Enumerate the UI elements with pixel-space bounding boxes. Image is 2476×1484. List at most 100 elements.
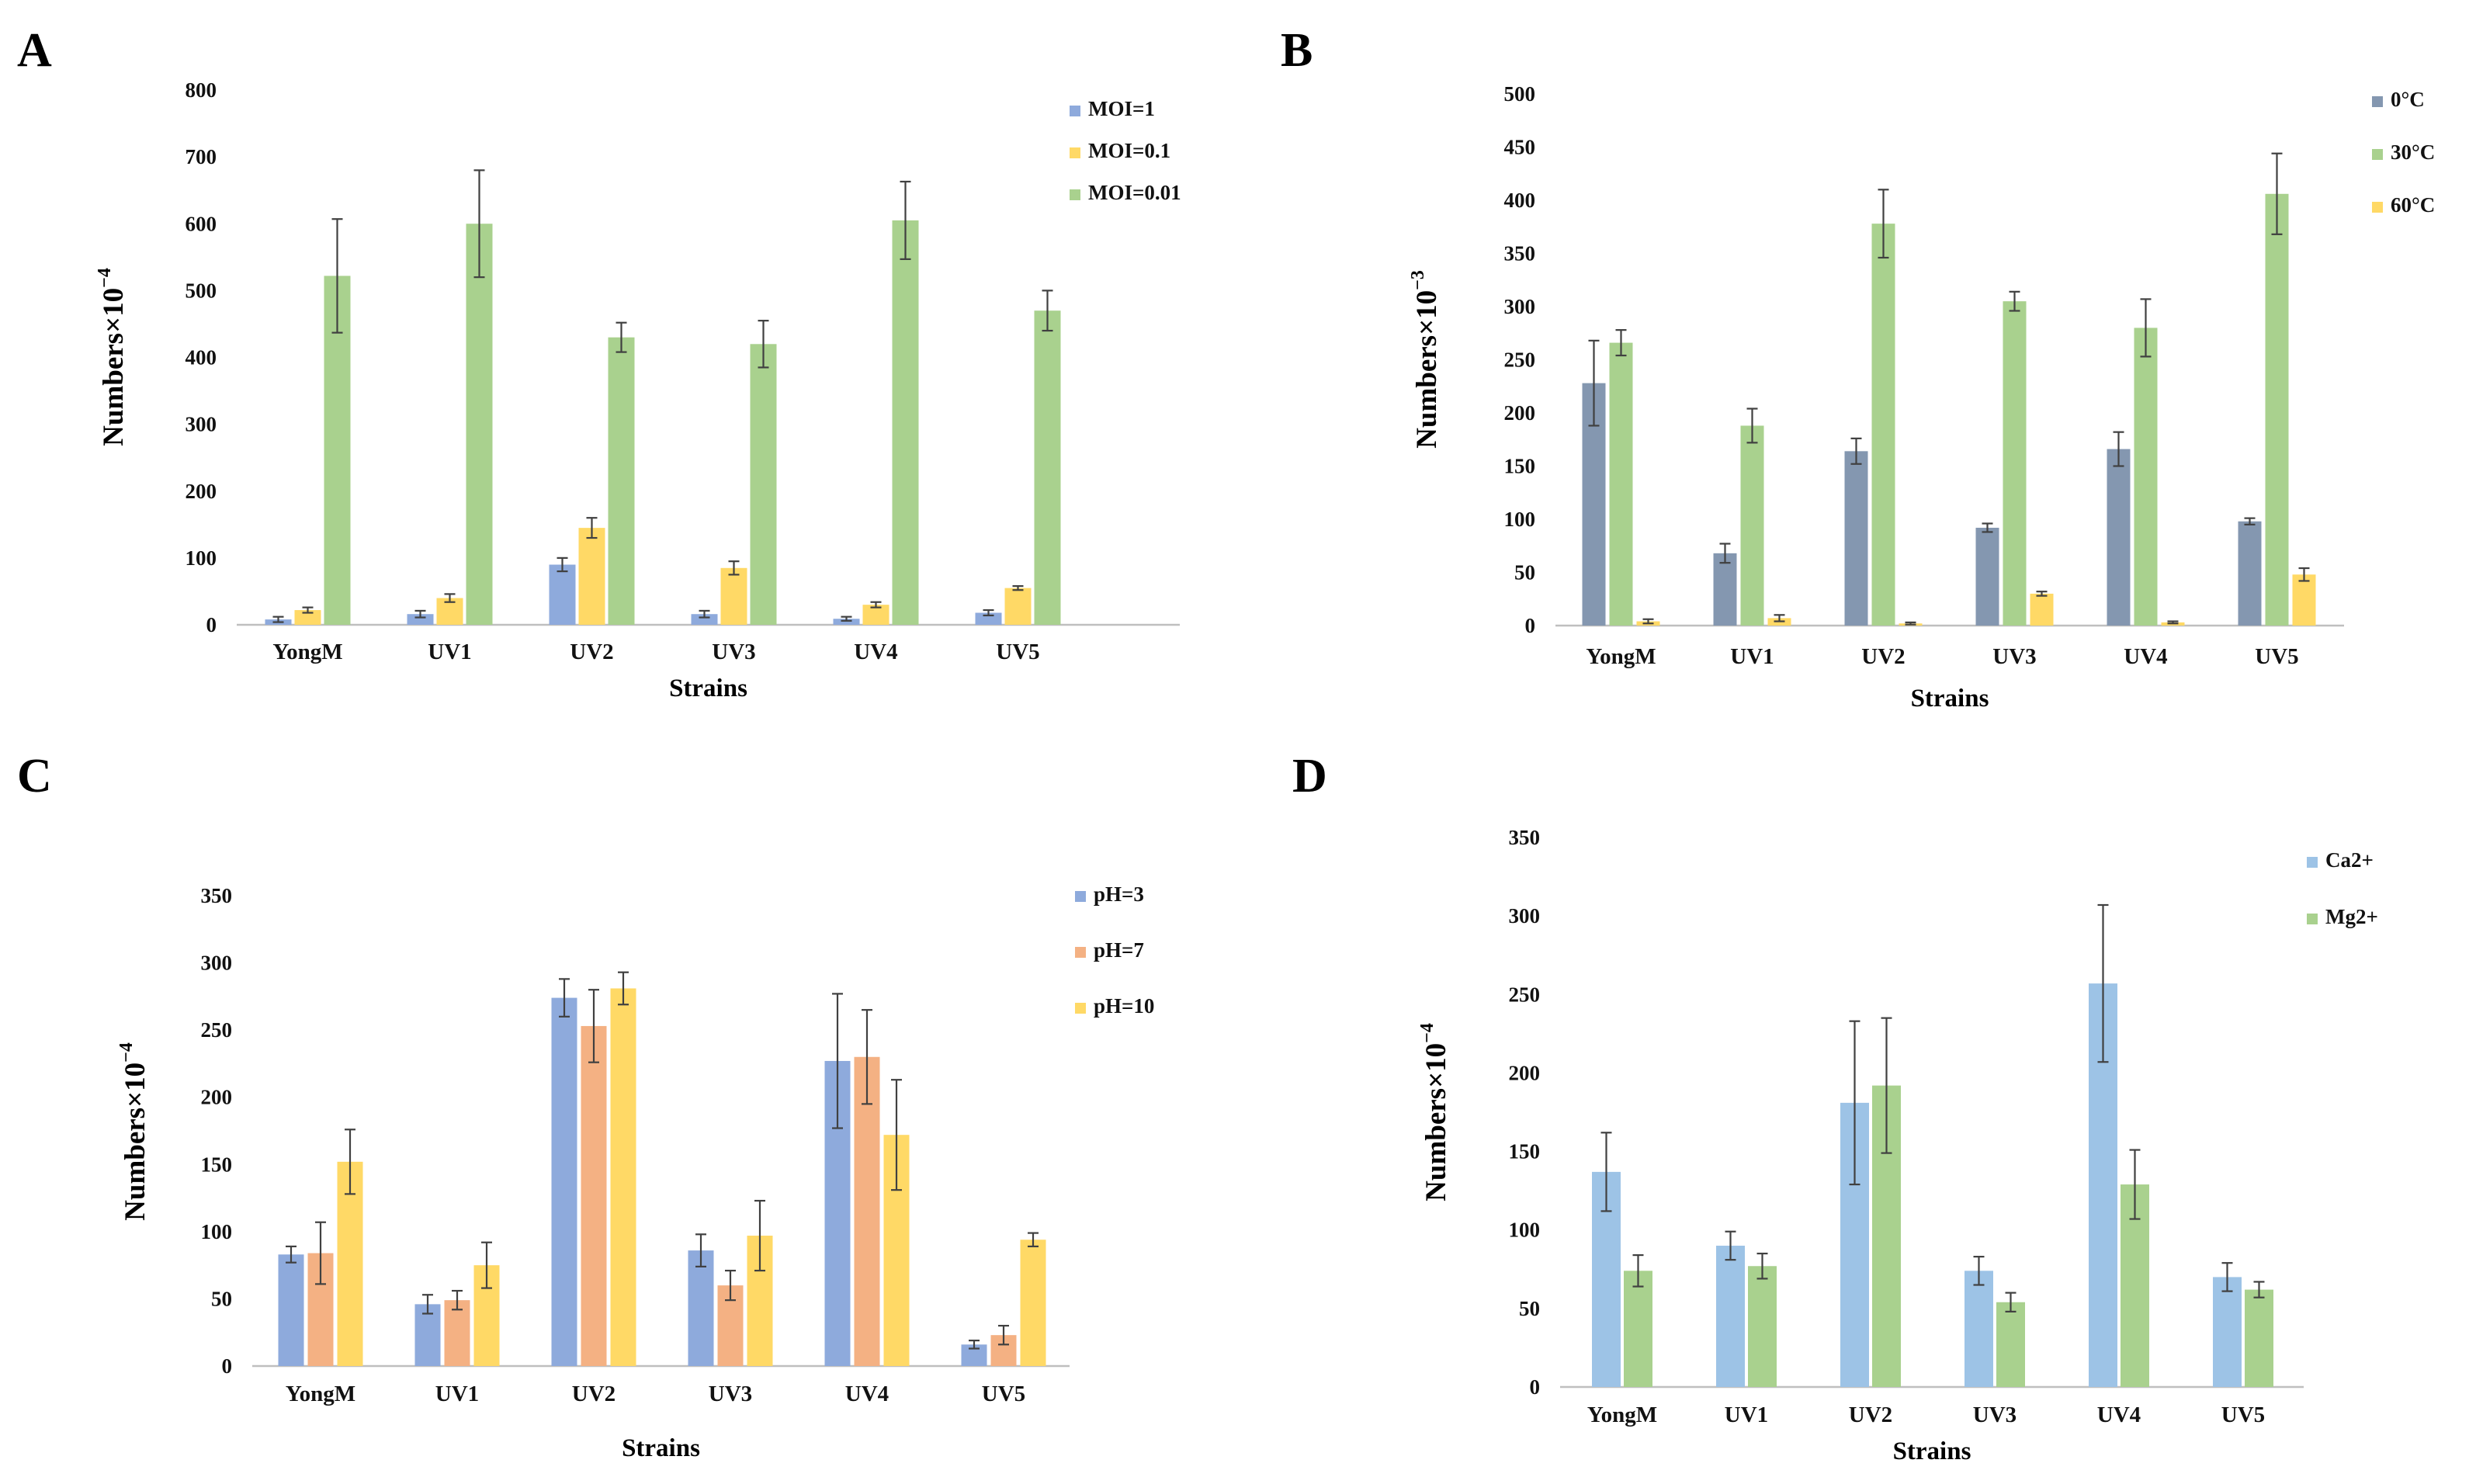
y-tick-label: 200 xyxy=(1504,401,1536,425)
legend-label: Ca2+ xyxy=(2325,848,2374,872)
y-tick-label: 0 xyxy=(1530,1375,1541,1399)
panel-letter: C xyxy=(17,750,52,803)
bar-uv1-2 xyxy=(1740,425,1764,626)
y-tick-label: 100 xyxy=(1504,508,1536,531)
y-tick-label: 400 xyxy=(1504,189,1536,212)
y-axis-label: Numbers×10−3 xyxy=(1408,270,1443,449)
y-tick-label: 50 xyxy=(1519,1297,1540,1320)
legend-swatch xyxy=(1070,106,1080,116)
bar-uv3-1 xyxy=(1965,1271,1993,1387)
x-axis-label: Strains xyxy=(1893,1437,1971,1465)
x-tick-label: YongM xyxy=(286,1382,355,1406)
bar-uv4-3 xyxy=(892,220,919,626)
legend-swatch xyxy=(1075,891,1086,902)
legend-swatch xyxy=(1075,947,1086,958)
bar-uv5-2 xyxy=(2245,1289,2273,1387)
bar-uv3-1 xyxy=(1975,527,1999,626)
bar-uv1-1 xyxy=(1716,1245,1745,1387)
y-axis-label-exponent: −4 xyxy=(116,1042,137,1063)
bar-uv2-3 xyxy=(610,988,636,1366)
panel-letter: B xyxy=(1281,24,1313,77)
bar-uv3-1 xyxy=(691,614,718,625)
x-tick-label: UV2 xyxy=(1849,1403,1892,1427)
y-tick-label: 200 xyxy=(201,1086,233,1109)
x-tick-label: UV5 xyxy=(982,1382,1025,1406)
bar-uv4-2 xyxy=(854,1056,880,1366)
legend-swatch xyxy=(1075,1003,1086,1014)
bar-yongm-2 xyxy=(294,610,321,625)
y-tick-label: 100 xyxy=(201,1220,233,1243)
y-axis-label: Numbers×10−4 xyxy=(95,268,130,446)
chart-panel-d: D 0 50 100 150 200 250 300 350 YongM UV1 UV2 UV3 UV4 U… xyxy=(1292,750,2378,1465)
y-axis-label-base: Numbers×10 xyxy=(120,1063,151,1221)
y-tick-label: 0 xyxy=(206,613,217,636)
bar-uv3-1 xyxy=(688,1250,714,1366)
legend-swatch xyxy=(2372,202,2383,213)
y-axis-label-exponent: −3 xyxy=(1408,270,1428,290)
y-tick-label: 150 xyxy=(1504,455,1536,478)
bar-uv5-3 xyxy=(1020,1240,1046,1366)
panel-letter: D xyxy=(1292,750,1327,803)
x-tick-label: UV1 xyxy=(1730,644,1774,669)
bar-uv1-1 xyxy=(407,614,434,625)
y-tick-label: 450 xyxy=(1504,136,1536,159)
x-tick-label: UV2 xyxy=(1861,644,1905,669)
bar-uv2-2 xyxy=(578,528,605,625)
bar-uv3-2 xyxy=(1996,1302,2025,1387)
bar-uv2-2 xyxy=(581,1025,607,1366)
bar-uv1-2 xyxy=(444,1300,470,1366)
chart-panel-a: A 0 100 200 300 400 500 600 700 800 YongM UV1 UV2 UV3… xyxy=(17,24,1181,702)
bar-yongm-3 xyxy=(337,1161,363,1366)
y-tick-label: 600 xyxy=(186,212,217,235)
bar-uv2-1 xyxy=(549,564,576,625)
x-tick-label: UV1 xyxy=(1725,1403,1768,1427)
panel-letter: A xyxy=(17,24,52,77)
bar-uv2-3 xyxy=(608,337,635,625)
x-tick-label: YongM xyxy=(272,640,342,664)
bar-yongm-2 xyxy=(1624,1271,1652,1387)
bar-uv5-1 xyxy=(975,612,1002,625)
legend-swatch xyxy=(2372,96,2383,107)
y-axis-label-exponent: −4 xyxy=(95,268,115,288)
legend-label: pH=7 xyxy=(1094,938,1144,962)
bar-uv2-1 xyxy=(551,997,577,1366)
bar-uv2-2 xyxy=(1871,224,1895,626)
y-tick-label: 300 xyxy=(1504,295,1536,318)
legend-swatch xyxy=(2307,857,2318,868)
bar-yongm-1 xyxy=(278,1254,304,1366)
x-tick-label: UV2 xyxy=(570,640,613,664)
bar-uv3-3 xyxy=(750,344,777,625)
bar-uv5-2 xyxy=(1004,588,1032,625)
y-tick-label: 500 xyxy=(186,279,217,302)
y-tick-label: 200 xyxy=(186,480,217,503)
bar-uv3-3 xyxy=(2030,593,2054,626)
legend-label: MOI=1 xyxy=(1088,97,1155,120)
legend-label: pH=3 xyxy=(1094,882,1144,906)
y-tick-label: 350 xyxy=(201,884,233,907)
x-tick-label: UV3 xyxy=(709,1382,752,1406)
x-tick-label: UV2 xyxy=(572,1382,616,1406)
x-tick-label: YongM xyxy=(1586,644,1656,669)
y-axis-label-exponent: −4 xyxy=(1417,1023,1437,1043)
x-tick-label: UV4 xyxy=(2124,644,2167,669)
legend-label: MOI=0.1 xyxy=(1088,139,1170,162)
y-axis-label-base: Numbers×10 xyxy=(1420,1043,1452,1201)
y-tick-label: 250 xyxy=(201,1018,233,1042)
x-tick-label: UV1 xyxy=(428,640,471,664)
bar-uv1-1 xyxy=(414,1304,441,1366)
x-tick-label: UV3 xyxy=(712,640,755,664)
y-tick-label: 250 xyxy=(1509,983,1541,1006)
bar-uv5-3 xyxy=(1034,310,1061,625)
legend-label: 60°C xyxy=(2391,193,2435,217)
bar-uv5-1 xyxy=(2238,521,2262,626)
x-tick-label: UV5 xyxy=(2255,644,2298,669)
x-tick-label: UV3 xyxy=(1992,644,2036,669)
legend-swatch xyxy=(1070,189,1080,200)
y-tick-label: 500 xyxy=(1504,82,1536,106)
y-axis-label: Numbers×10−4 xyxy=(116,1042,151,1221)
legend-label: MOI=0.01 xyxy=(1088,181,1181,204)
bar-uv1-2 xyxy=(1748,1266,1777,1387)
bar-uv3-2 xyxy=(720,567,747,625)
y-tick-label: 300 xyxy=(1509,904,1541,928)
